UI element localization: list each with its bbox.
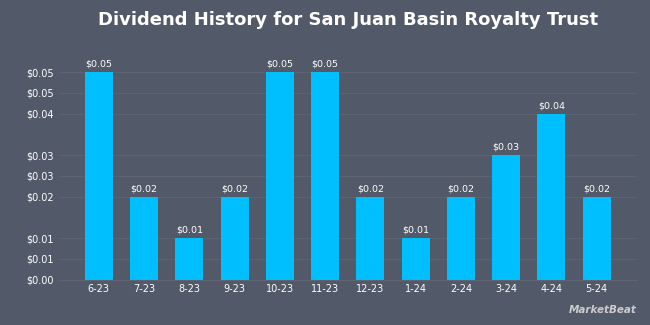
Bar (356, 197, 384, 280)
Bar (84, 72, 113, 280)
Bar (176, 238, 203, 280)
Bar (402, 238, 430, 280)
Text: $0.05: $0.05 (266, 60, 293, 69)
Bar (311, 72, 339, 280)
Bar (492, 155, 520, 280)
Text: $0.02: $0.02 (447, 184, 474, 193)
Bar (130, 197, 158, 280)
Bar (538, 114, 566, 280)
Text: $0.01: $0.01 (176, 226, 203, 235)
Text: MarketBeat: MarketBeat (569, 305, 637, 315)
Bar (220, 197, 249, 280)
Text: $0.02: $0.02 (131, 184, 157, 193)
Text: $0.03: $0.03 (493, 143, 520, 152)
Text: $0.02: $0.02 (357, 184, 384, 193)
Bar (582, 197, 611, 280)
Text: $0.05: $0.05 (311, 60, 339, 69)
Text: $0.01: $0.01 (402, 226, 429, 235)
Text: $0.04: $0.04 (538, 101, 565, 110)
Bar (266, 72, 294, 280)
Text: $0.02: $0.02 (583, 184, 610, 193)
Bar (447, 197, 475, 280)
Title: Dividend History for San Juan Basin Royalty Trust: Dividend History for San Juan Basin Roya… (98, 11, 598, 29)
Text: $0.02: $0.02 (221, 184, 248, 193)
Text: $0.05: $0.05 (85, 60, 112, 69)
